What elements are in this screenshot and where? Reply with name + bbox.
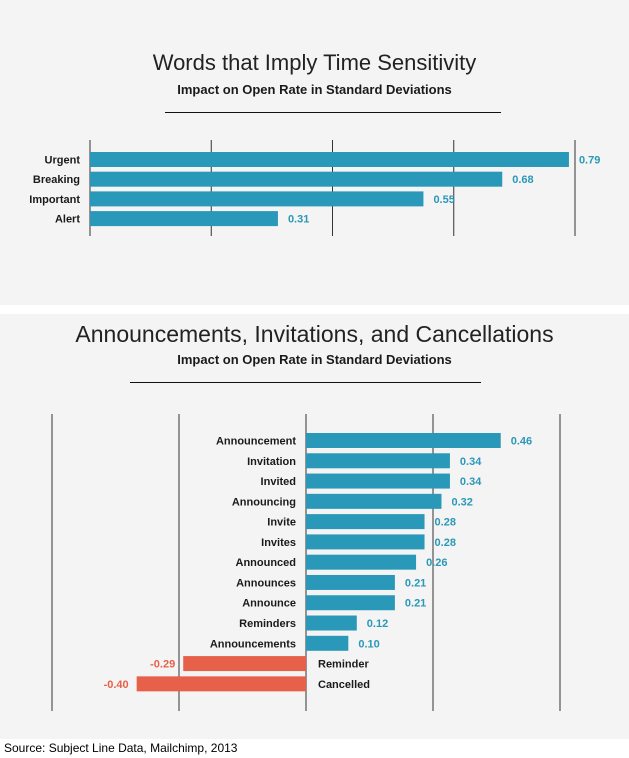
category-label: Urgent [45, 155, 81, 167]
chart-title: Announcements, Invitations, and Cancella… [75, 321, 554, 347]
chart-panel-announcements: Announcements, Invitations, and Cancella… [0, 314, 629, 739]
value-label: 0.34 [460, 476, 482, 488]
bar-invite [306, 514, 425, 530]
bar-invites [306, 534, 425, 550]
bar-announced [306, 554, 417, 570]
category-label: Announce [242, 598, 296, 610]
category-label: Alert [55, 214, 80, 226]
value-label: 0.34 [460, 456, 482, 468]
title-rule [130, 382, 481, 383]
bar-reminder [183, 656, 306, 672]
bar-urgent [90, 152, 569, 167]
category-label: Reminders [239, 618, 296, 630]
chart-subtitle: Impact on Open Rate in Standard Deviatio… [177, 82, 452, 97]
title-rule [165, 112, 501, 113]
chart-panel-time-sensitivity: Words that Imply Time Sensitivity Impact… [0, 0, 629, 305]
bar-announce [306, 595, 395, 611]
bar-invited [306, 473, 450, 489]
value-label: 0.10 [358, 638, 379, 650]
bar-cancelled [136, 676, 306, 692]
bar-invitation [306, 453, 450, 469]
value-label: -0.29 [150, 659, 175, 671]
category-label: Cancelled [318, 679, 370, 691]
bar-important [90, 191, 424, 207]
category-label: Invite [267, 517, 296, 529]
value-label: 0.46 [511, 436, 532, 448]
value-label: 0.28 [435, 517, 456, 529]
value-label: 0.26 [426, 557, 447, 569]
category-label: Announces [236, 577, 296, 589]
category-label: Important [29, 194, 80, 206]
value-label: 0.68 [512, 174, 533, 186]
bar-announcing [306, 493, 442, 509]
category-label: Announcing [232, 496, 296, 508]
bar-announces [306, 574, 395, 590]
bar-announcements [306, 635, 349, 651]
category-label: Announcement [216, 436, 296, 448]
value-label: 0.28 [435, 537, 456, 549]
category-label: Invites [261, 537, 296, 549]
value-label: -0.40 [104, 679, 129, 691]
bar-chart-time-sensitivity: Urgent 0.79 Breaking 0.68 Important 0.55 Alert… [29, 140, 600, 236]
category-label: Reminder [318, 659, 369, 671]
value-label: 0.21 [405, 598, 426, 610]
bar-announcement [306, 433, 501, 448]
bar-chart-announcements: Announcement 0.46 Invitation 0.34 Invited 0.3… [51, 414, 561, 711]
value-label: 0.32 [451, 496, 472, 508]
value-label: 0.79 [579, 155, 600, 167]
source-note: Source: Subject Line Data, Mailchimp, 20… [4, 741, 238, 755]
value-label: 0.55 [433, 194, 454, 206]
bar-breaking [90, 171, 503, 187]
value-label: 0.21 [405, 577, 426, 589]
chart-subtitle: Impact on Open Rate in Standard Deviatio… [177, 352, 452, 367]
bar-alert [90, 211, 278, 227]
value-label: 0.31 [288, 214, 309, 226]
bar-reminders [306, 615, 357, 631]
value-label: 0.12 [367, 618, 388, 630]
category-label: Announcements [210, 638, 296, 650]
category-label: Breaking [33, 174, 80, 186]
category-label: Invitation [247, 456, 296, 468]
category-label: Invited [261, 476, 296, 488]
category-label: Announced [236, 557, 297, 569]
chart-title: Words that Imply Time Sensitivity [152, 50, 477, 75]
